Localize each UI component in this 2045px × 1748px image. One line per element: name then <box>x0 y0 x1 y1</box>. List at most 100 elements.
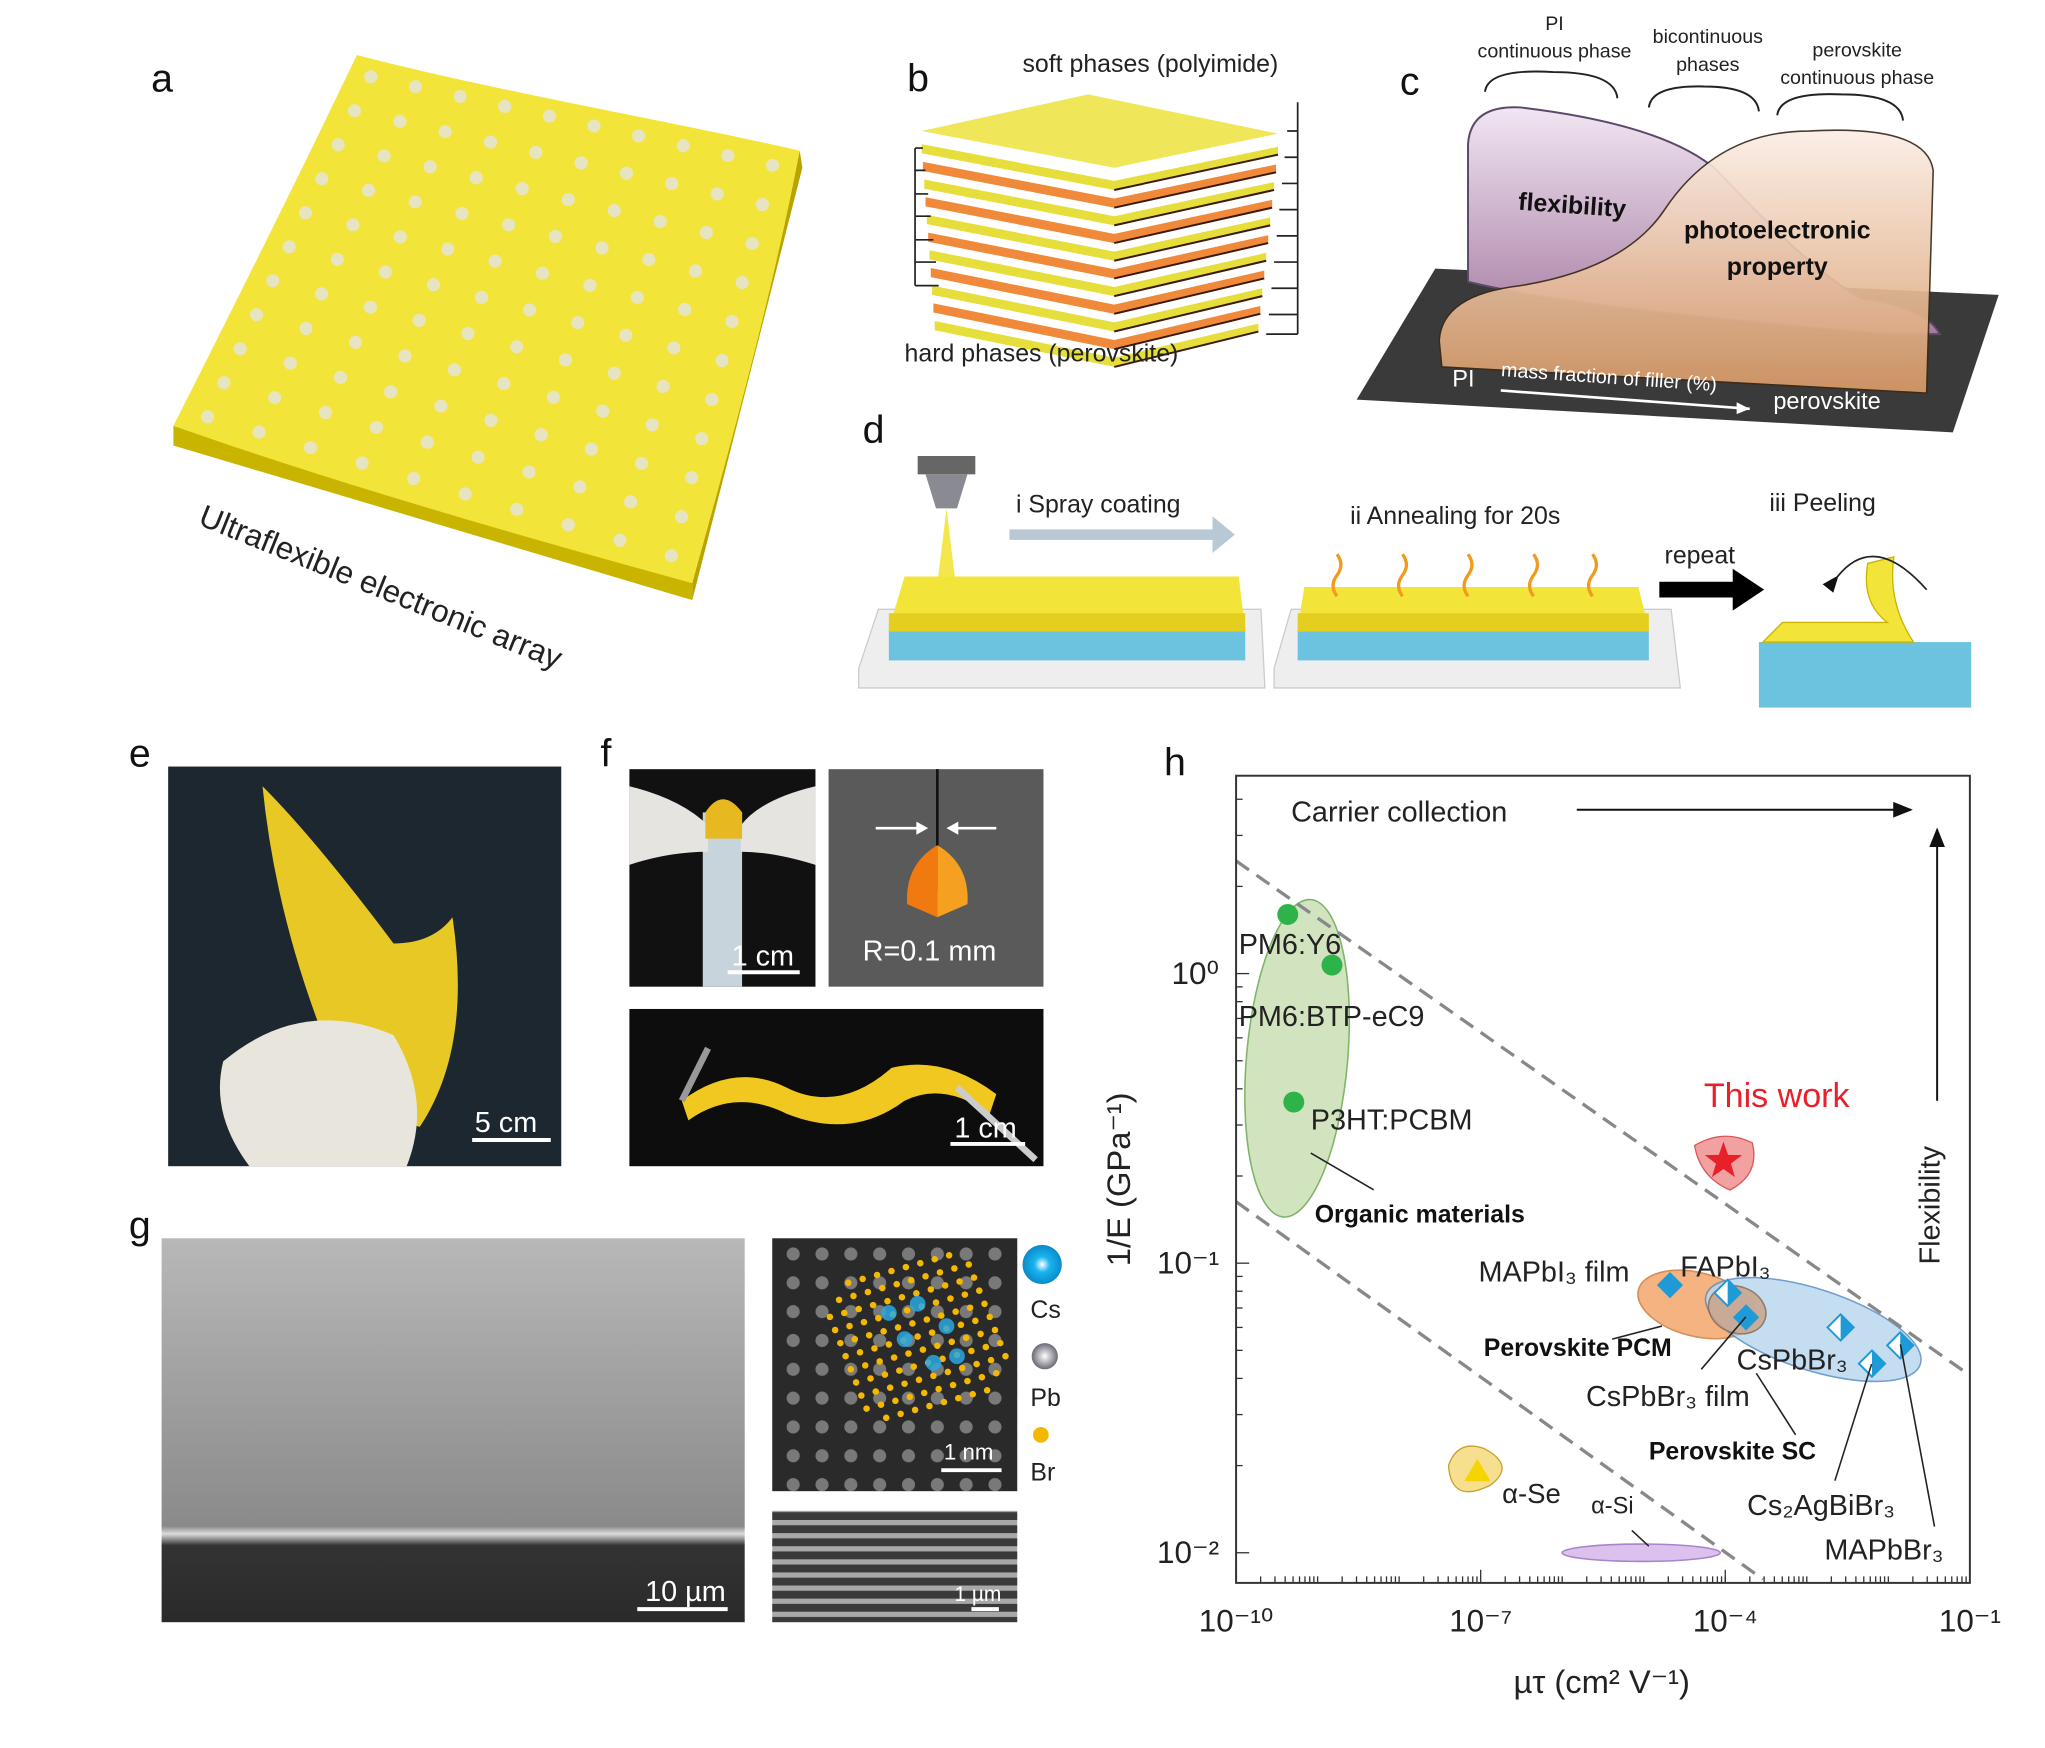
x-tick-label: 10⁻¹⁰ <box>1199 1603 1274 1638</box>
pixel <box>412 313 426 327</box>
point-label: MAPbBr₃ <box>1824 1534 1943 1566</box>
pixel <box>384 385 398 399</box>
pixel <box>315 287 329 301</box>
pixel <box>333 370 348 384</box>
cross-section-image <box>772 1510 1018 1623</box>
scatter-chart: 10⁻¹⁰ 10⁻⁷ 10⁻⁴ 10⁻¹ 10⁰ 10⁻¹ 10⁻² PM6:Y6 PM6:BT… <box>1157 798 2001 1638</box>
data-point <box>1840 1314 1854 1341</box>
x-tick-label: 10⁻⁴ <box>1693 1603 1758 1638</box>
pixel <box>755 197 769 212</box>
pixel <box>529 145 543 159</box>
pixel <box>634 456 649 470</box>
pixel <box>426 278 440 292</box>
pixel <box>587 119 601 133</box>
panel-f: f 1 cm R=0.1 mm 1 cm <box>601 732 1044 1167</box>
layer <box>929 250 1267 297</box>
pixel <box>765 158 780 172</box>
x-axis-label: µτ (cm² V⁻¹) <box>1513 1663 1689 1700</box>
atom-overlay <box>826 1252 1009 1422</box>
panel-label-f: f <box>601 732 612 776</box>
pixel <box>561 518 575 532</box>
pixel <box>282 240 296 254</box>
pixel <box>330 252 344 266</box>
pixel <box>458 487 472 501</box>
point-label: Cs₂AgBiBr₃ <box>1747 1490 1895 1522</box>
pixel <box>667 341 681 355</box>
pixel <box>377 149 391 163</box>
y-axis-label: 1/E (GPa⁻¹) <box>1100 1092 1137 1266</box>
flexibility-label: Flexibility <box>1915 1145 1947 1264</box>
pixel <box>266 274 280 288</box>
phase-label: perovskite <box>1812 39 1902 61</box>
layer <box>924 179 1275 226</box>
pixel <box>571 316 585 330</box>
pixel <box>574 156 588 170</box>
panel-label-d: d <box>863 408 885 452</box>
pixel <box>393 230 407 244</box>
pixel-array <box>200 70 780 563</box>
pixel <box>735 275 749 290</box>
axis-arrow <box>1500 389 1750 411</box>
pixel <box>447 363 461 377</box>
hard-phase-label: hard phases (perovskite) <box>905 340 1179 368</box>
panel-label-h: h <box>1164 741 1186 785</box>
plot-frame <box>1235 774 1971 1584</box>
pixel <box>200 410 215 424</box>
x-tick-label: 10⁻¹ <box>1939 1603 2001 1638</box>
pixel <box>619 166 633 180</box>
data-point <box>1704 1141 1743 1178</box>
pixel <box>408 195 422 209</box>
bend-radius-label: R=0.1 mm <box>863 935 997 967</box>
point-label: MAPbI₃ film <box>1479 1257 1630 1289</box>
region-label: Perovskite SC <box>1649 1438 1816 1466</box>
pixel <box>685 471 699 485</box>
pixel <box>408 80 423 94</box>
pixel <box>561 193 575 207</box>
panel-d: d i Spray coating ii Annealing for 20s r… <box>858 408 1972 708</box>
layer <box>926 214 1271 261</box>
carrier-collection-label: Carrier collection <box>1291 797 1507 829</box>
pixel <box>573 480 587 494</box>
pixel <box>453 89 467 104</box>
peeling-substrate <box>1758 642 1972 708</box>
spray-nozzle-icon <box>917 456 976 475</box>
axis-left-label: PI <box>1452 366 1474 392</box>
pixel <box>318 405 333 420</box>
pixel <box>268 391 282 405</box>
leader-line <box>1611 1325 1663 1340</box>
pixel <box>378 265 392 279</box>
leader-line <box>1834 1363 1873 1481</box>
pixel <box>656 379 670 393</box>
layer <box>932 285 1263 332</box>
pixel <box>304 441 318 455</box>
pixel <box>624 495 638 509</box>
pixel <box>355 456 369 470</box>
pixel <box>488 254 502 268</box>
pixel <box>299 321 313 336</box>
point-label: P3HT:PCBM <box>1311 1105 1473 1137</box>
heat-icon <box>1331 553 1599 598</box>
region-label: Perovskite PCM <box>1484 1334 1672 1362</box>
leader-line <box>1755 1372 1797 1436</box>
pixel <box>607 366 621 380</box>
pixel <box>497 377 511 391</box>
pixel <box>483 135 498 149</box>
panel-c: c PI continuous phase bicontinuous phase… <box>1356 13 1999 433</box>
layer <box>934 321 1259 367</box>
legend-cs: Cs <box>1030 1296 1060 1324</box>
pixel <box>542 109 556 123</box>
pixel <box>534 428 548 442</box>
pixel <box>558 353 573 367</box>
sheet-edge <box>173 425 693 601</box>
repeat-arrow <box>1659 568 1765 611</box>
scale-bar-label: 5 cm <box>475 1107 537 1139</box>
pixel <box>217 376 231 390</box>
stack-top <box>921 94 1279 168</box>
layer <box>928 232 1269 279</box>
point-label: This work <box>1704 1077 1851 1115</box>
pixel <box>688 264 703 278</box>
region-label: α-Si <box>1591 1492 1633 1518</box>
pixel <box>393 114 407 128</box>
photoelectronic-label: photoelectronic <box>1684 216 1871 244</box>
pixel <box>331 138 345 152</box>
